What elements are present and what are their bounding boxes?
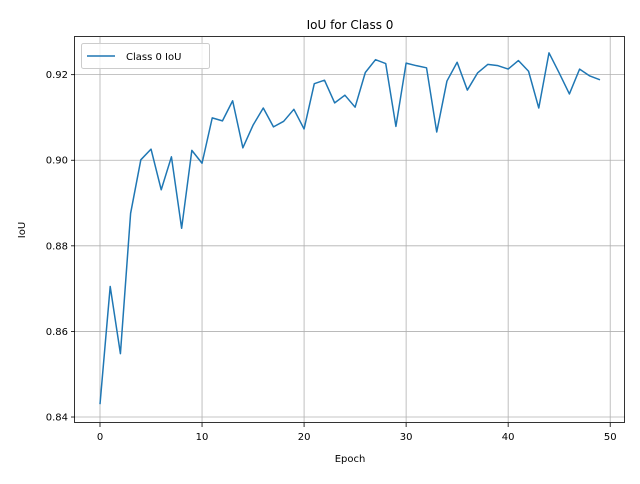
legend-box [81,43,210,69]
legend: Class 0 IoU [81,43,210,69]
y-tick-label: 0.84 [46,413,68,424]
x-tick-label: 10 [196,432,209,443]
grid-lines [75,37,625,423]
y-tick-label: 0.86 [46,327,68,338]
x-tick-label: 0 [97,432,103,443]
y-tick-label: 0.92 [46,70,68,81]
y-axis-label: IoU [17,222,28,238]
axes-frame [74,36,625,423]
x-axis-label: Epoch [335,454,366,465]
y-tick-label: 0.90 [46,156,68,167]
x-tick-label: 40 [502,432,515,443]
chart-title: IoU for Class 0 [307,18,394,32]
series-line [99,52,601,405]
x-axis-ticks: 0 10 20 30 40 50 [97,423,617,443]
x-tick-label: 20 [298,432,311,443]
y-axis-ticks: 0.84 0.86 0.88 0.90 0.92 [46,70,75,424]
legend-label: Class 0 IoU [126,52,181,63]
y-tick-label: 0.88 [46,241,68,252]
x-tick-label: 30 [400,432,413,443]
x-tick-label: 50 [604,432,617,443]
plot-area [99,52,601,405]
